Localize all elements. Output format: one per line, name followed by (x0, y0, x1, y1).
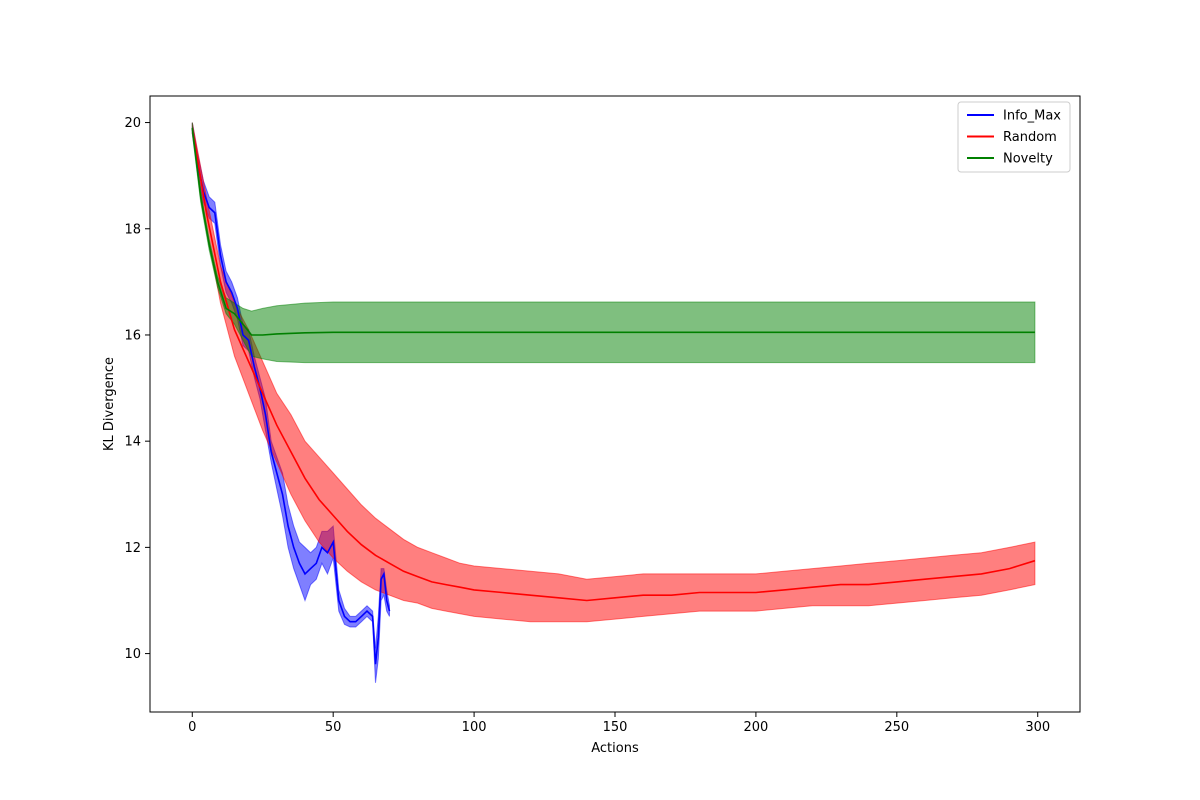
legend: Info_Max Random Novelty (957, 101, 1071, 173)
y-tick-label: 20 (124, 116, 141, 131)
legend-box (957, 101, 1071, 173)
y-tick-label: 12 (124, 541, 141, 556)
legend-label-random: Random (1003, 130, 1057, 145)
y-axis-ticks: 10 12 14 16 18 20 (124, 116, 150, 662)
legend-label-novelty: Novelty (1003, 152, 1053, 167)
novelty-line (191, 127, 1035, 336)
series-lines (191, 127, 1036, 665)
y-tick-label: 16 (124, 328, 141, 343)
y-tick-label: 18 (124, 222, 141, 237)
legend-label-info-max: Info_Max (1003, 109, 1061, 124)
x-tick-label: 200 (743, 720, 768, 735)
random-line (191, 127, 1036, 602)
y-axis-label: KL Divergence (102, 357, 117, 451)
novelty-band (191, 122, 1036, 364)
x-tick-label: 300 (1025, 720, 1050, 735)
x-tick-label: 100 (462, 720, 487, 735)
info-max-line (191, 127, 391, 665)
y-tick-label: 14 (124, 435, 141, 450)
x-tick-label: 250 (884, 720, 909, 735)
x-axis-ticks: 0 50 100 150 200 250 300 (188, 712, 1050, 735)
x-axis-label: Actions (591, 741, 639, 756)
x-tick-label: 0 (188, 720, 196, 735)
x-tick-label: 50 (325, 720, 342, 735)
y-tick-label: 10 (124, 647, 141, 662)
x-tick-label: 150 (603, 720, 628, 735)
random-band (191, 122, 1036, 623)
